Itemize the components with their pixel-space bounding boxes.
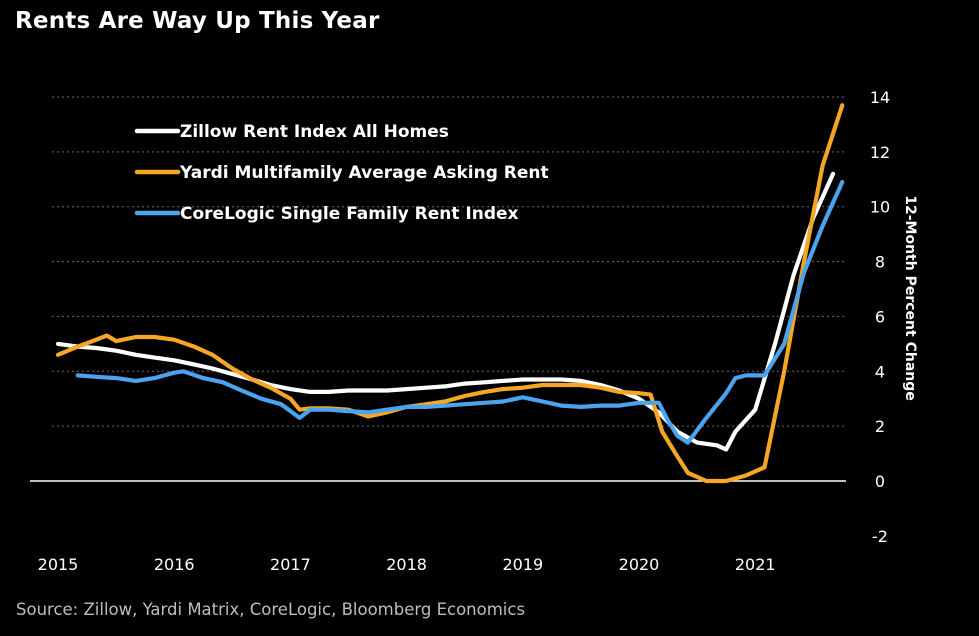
gridlines [52, 96, 846, 427]
y-tick-label: 14 [870, 88, 890, 107]
y-tick-label: 2 [875, 417, 885, 436]
series-line-1 [55, 171, 836, 452]
x-tick-label: 2021 [735, 555, 776, 574]
y-tick-label: -2 [872, 527, 888, 546]
y-tick-label: 6 [875, 307, 885, 326]
chart-title: Rents Are Way Up This Year [15, 8, 380, 34]
x-tick-label: 2020 [619, 555, 660, 574]
series-line-2 [55, 103, 845, 484]
y-tick-label: 8 [875, 253, 885, 272]
legend-label: Zillow Rent Index All Homes [180, 122, 449, 142]
x-tick-label: 2017 [270, 555, 311, 574]
x-tick-label: 2015 [38, 555, 79, 574]
series-line-3 [75, 179, 845, 445]
x-tick-label: 2018 [386, 555, 427, 574]
legend-label: Yardi Multifamily Average Asking Rent [179, 163, 549, 183]
x-tick-label: 2019 [502, 555, 543, 574]
y-tick-label: 4 [875, 362, 885, 381]
source-note: Source: Zillow, Yardi Matrix, CoreLogic,… [16, 600, 526, 619]
y-tick-label: 12 [870, 143, 890, 162]
y-tick-label: 0 [875, 472, 885, 491]
legend: Zillow Rent Index All Homes Yardi Multifa… [134, 122, 549, 224]
y-axis-label: 12-Month Percent Change [902, 195, 918, 401]
y-axis-tick-labels: -2 0 2 4 6 8 10 12 14 [870, 88, 890, 546]
x-axis-tick-labels: 2015 2016 2017 2018 2019 2020 2021 [38, 555, 776, 574]
x-tick-label: 2016 [154, 555, 195, 574]
series-lines [55, 103, 845, 484]
legend-label: CoreLogic Single Family Rent Index [180, 204, 519, 224]
y-tick-label: 10 [870, 198, 890, 217]
